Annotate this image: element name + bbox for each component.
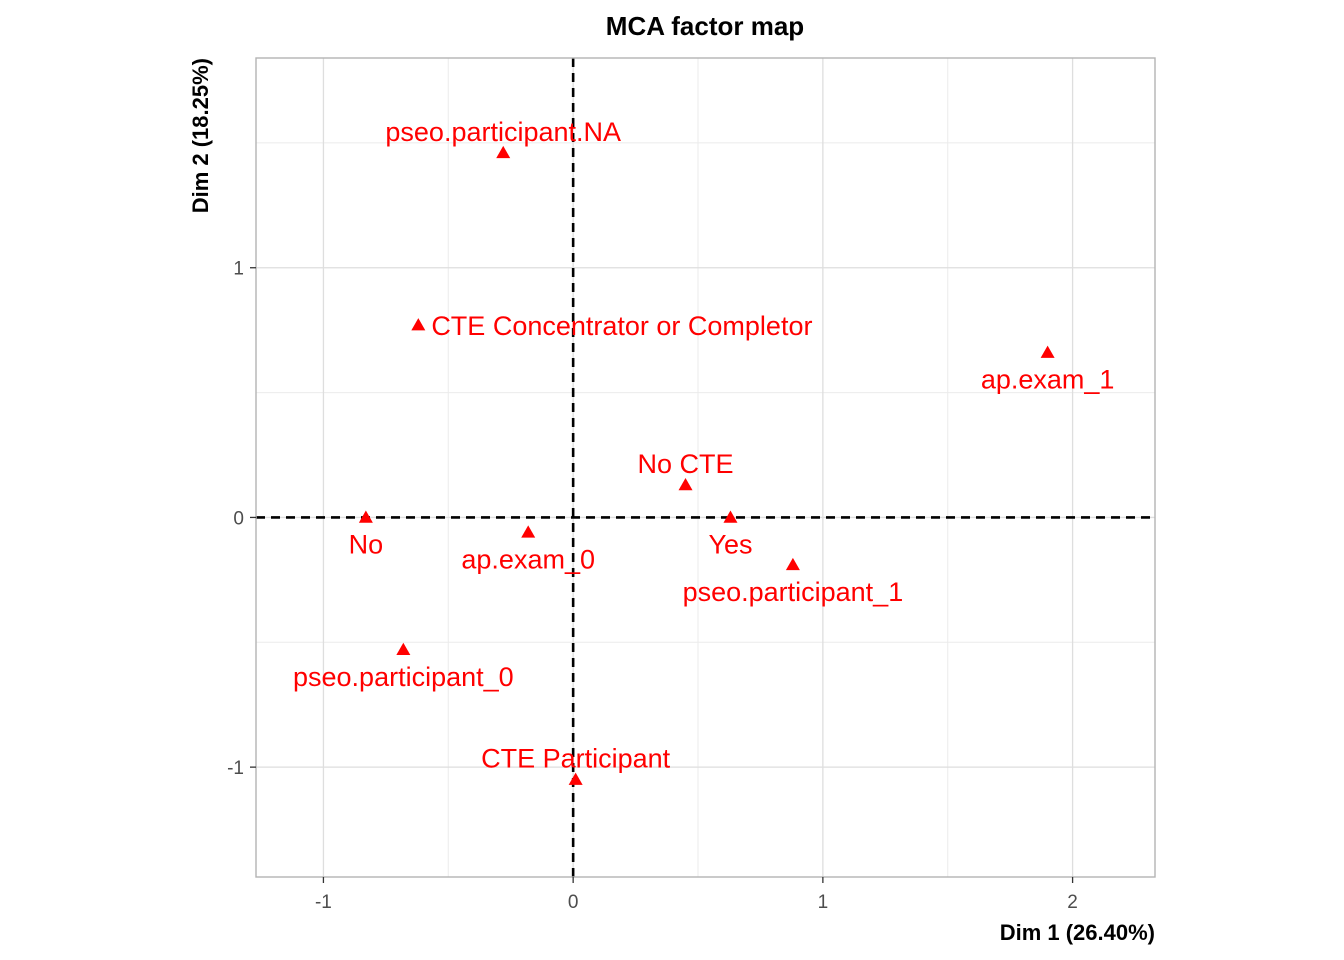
data-point-marker xyxy=(521,525,536,538)
grid-layer xyxy=(256,58,1155,877)
point-label: CTE Concentrator or Completor xyxy=(431,311,812,341)
x-tick-label: -1 xyxy=(315,892,332,913)
data-point-marker xyxy=(358,510,373,523)
y-tick-label: -1 xyxy=(227,758,244,779)
data-points xyxy=(358,145,1055,785)
x-tick-label: 1 xyxy=(818,892,829,913)
chart-title: MCA factor map xyxy=(606,11,804,41)
point-label: pseo.participant_1 xyxy=(683,577,904,607)
data-point-marker xyxy=(723,510,738,523)
y-axis-title: Dim 2 (18.25%) xyxy=(188,58,213,213)
point-label: No CTE xyxy=(638,449,734,479)
plot-panel-border xyxy=(255,57,1156,878)
x-tick-label: 0 xyxy=(568,892,579,913)
point-label: CTE Participant xyxy=(481,744,671,774)
reference-lines xyxy=(256,58,1155,877)
point-label: Yes xyxy=(708,529,752,559)
data-point-marker xyxy=(678,477,693,491)
data-point-marker xyxy=(411,318,426,331)
data-point-marker xyxy=(1040,345,1055,358)
point-label: No xyxy=(349,529,384,559)
data-point-marker xyxy=(396,642,411,656)
point-label: pseo.participant_0 xyxy=(293,662,514,692)
data-point-marker xyxy=(785,557,800,571)
point-label: ap.exam_0 xyxy=(461,544,595,574)
y-tick-label: 0 xyxy=(233,508,244,529)
point-label: ap.exam_1 xyxy=(981,365,1115,395)
data-point-marker xyxy=(568,772,583,785)
data-point-marker xyxy=(496,145,511,159)
point-labels: pseo.participant.NA CTE Concentrator or C… xyxy=(293,117,1114,774)
x-tick-label: 2 xyxy=(1067,892,1078,913)
y-tick-label: 1 xyxy=(233,259,244,280)
x-axis-title: Dim 1 (26.40%) xyxy=(1000,920,1155,945)
point-label: pseo.participant.NA xyxy=(385,117,621,147)
axis-ticks: -1 0 1 2 -1 0 1 xyxy=(227,259,1078,913)
